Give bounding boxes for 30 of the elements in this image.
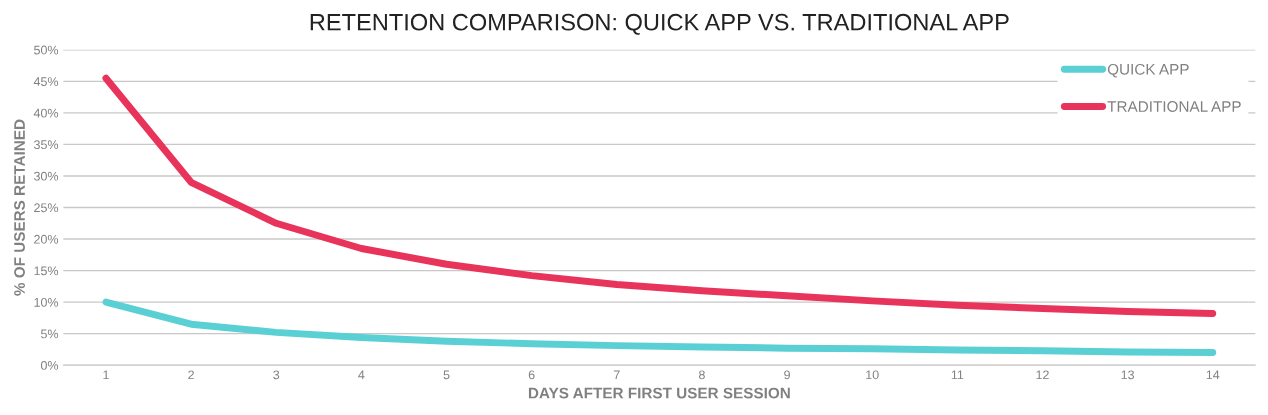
x-tick-label: 9 xyxy=(784,370,790,380)
x-tick-label: 2 xyxy=(188,370,194,380)
y-tick-label: 10% xyxy=(34,297,59,307)
y-axis-title: % OF USERS RETAINED xyxy=(14,119,25,296)
legend-label: QUICK APP xyxy=(1107,63,1189,78)
x-tick-label: 8 xyxy=(699,370,705,380)
y-tick-label: 20% xyxy=(34,234,59,244)
y-tick-label: 35% xyxy=(34,140,59,150)
y-tick-label: 25% xyxy=(34,203,59,213)
y-tick-label: 40% xyxy=(33,108,59,118)
x-tick-label: 11 xyxy=(951,370,964,380)
y-tick-label: 50% xyxy=(34,45,59,55)
chart-title: RETENTION COMPARISON: QUICK APP VS. TRADITIONAL APP xyxy=(310,13,1009,35)
x-tick-label: 13 xyxy=(1121,370,1135,380)
y-tick-label: 30% xyxy=(34,171,59,181)
x-tick-label: 5 xyxy=(443,370,450,380)
x-tick-label: 12 xyxy=(1036,370,1049,380)
x-tick-label: 4 xyxy=(358,370,365,380)
x-tick-label: 14 xyxy=(1206,370,1220,380)
x-axis-title: DAYS AFTER FIRST USER SESSION xyxy=(528,387,790,399)
x-tick-label: 7 xyxy=(613,370,620,380)
x-tick-label: 3 xyxy=(273,370,280,380)
x-tick-label: 10 xyxy=(866,370,879,380)
x-tick-label: 6 xyxy=(528,370,535,380)
y-tick-label: 5% xyxy=(40,329,59,339)
x-tick-label: 1 xyxy=(103,370,109,380)
y-tick-label: 45% xyxy=(33,77,59,86)
y-tick-label: 0% xyxy=(40,361,59,370)
y-tick-label: 15% xyxy=(34,266,59,276)
legend-label: TRADITIONAL APP xyxy=(1107,101,1241,112)
